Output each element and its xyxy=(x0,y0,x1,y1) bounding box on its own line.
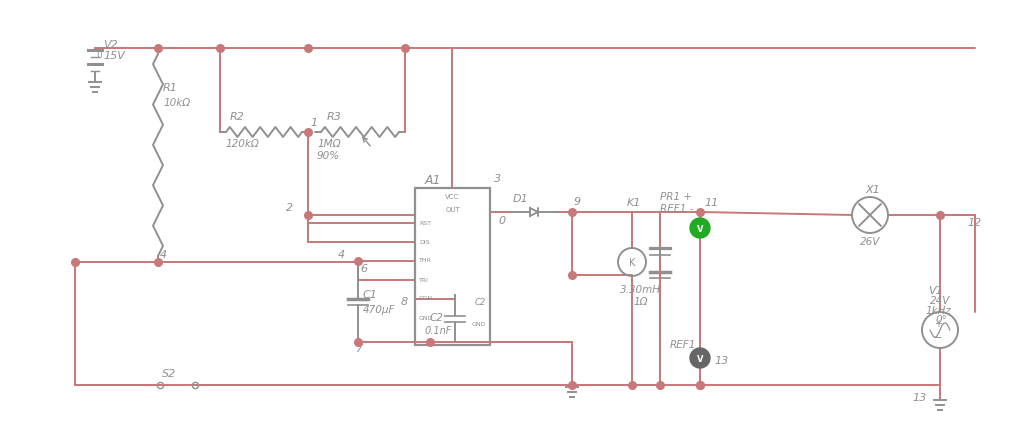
Text: 7: 7 xyxy=(356,344,364,354)
Text: DIS: DIS xyxy=(419,240,430,244)
Text: 9: 9 xyxy=(574,197,582,207)
Text: C2: C2 xyxy=(475,298,486,307)
Text: 3: 3 xyxy=(494,174,501,184)
Text: 24V: 24V xyxy=(930,296,950,306)
Text: V1: V1 xyxy=(928,286,943,296)
Text: A1: A1 xyxy=(425,174,441,187)
Text: X1: X1 xyxy=(865,185,880,195)
Text: D1: D1 xyxy=(513,194,528,204)
Text: 13: 13 xyxy=(714,356,728,366)
Text: OUT: OUT xyxy=(445,207,460,213)
Text: 4: 4 xyxy=(338,250,345,260)
Text: 10kΩ: 10kΩ xyxy=(163,98,190,108)
Text: +: + xyxy=(934,319,942,329)
Text: 12: 12 xyxy=(967,218,981,228)
Circle shape xyxy=(690,218,710,238)
Text: 6: 6 xyxy=(360,264,368,274)
Text: 3.30mH: 3.30mH xyxy=(620,285,662,295)
Text: R2: R2 xyxy=(230,112,245,122)
Text: PR1 +: PR1 + xyxy=(660,192,692,202)
Text: R1: R1 xyxy=(163,83,178,93)
Text: 13: 13 xyxy=(912,393,927,403)
Circle shape xyxy=(690,348,710,368)
Text: 4: 4 xyxy=(160,250,167,260)
Text: 2: 2 xyxy=(286,203,293,213)
Text: 0.1nF: 0.1nF xyxy=(425,326,453,336)
Text: K: K xyxy=(629,258,635,268)
Text: 26V: 26V xyxy=(860,237,881,247)
Text: 0: 0 xyxy=(96,51,101,60)
Text: 1MΩ: 1MΩ xyxy=(317,139,341,149)
Text: 1kHz: 1kHz xyxy=(926,306,952,316)
Text: V: V xyxy=(696,225,703,233)
Text: VCC: VCC xyxy=(445,194,460,200)
Text: C1: C1 xyxy=(362,290,378,300)
Text: 120kΩ: 120kΩ xyxy=(225,139,259,149)
Text: 90%: 90% xyxy=(317,151,340,161)
Text: V: V xyxy=(696,354,703,363)
Text: C2: C2 xyxy=(430,313,443,323)
Text: 1: 1 xyxy=(310,118,317,128)
Text: REF1 -: REF1 - xyxy=(660,204,693,214)
Text: S2: S2 xyxy=(162,369,176,379)
Text: THR: THR xyxy=(419,259,432,263)
Text: 470μF: 470μF xyxy=(362,305,395,315)
Text: 15V: 15V xyxy=(103,51,125,61)
Text: GND: GND xyxy=(471,322,486,327)
Text: K1: K1 xyxy=(627,198,641,208)
Bar xyxy=(415,188,490,345)
Text: TRI: TRI xyxy=(419,278,429,282)
Text: REF1: REF1 xyxy=(670,340,696,350)
Text: −: − xyxy=(933,333,943,343)
Text: 1Ω: 1Ω xyxy=(633,297,647,307)
Text: GND: GND xyxy=(419,316,433,320)
Text: V2: V2 xyxy=(103,40,118,50)
Text: R3: R3 xyxy=(327,112,342,122)
Text: 0: 0 xyxy=(498,216,505,226)
Text: 0°: 0° xyxy=(935,315,947,325)
Text: 8: 8 xyxy=(401,297,409,307)
Text: CON: CON xyxy=(419,297,433,301)
Text: 11: 11 xyxy=(705,198,718,208)
Text: RST: RST xyxy=(419,221,431,225)
